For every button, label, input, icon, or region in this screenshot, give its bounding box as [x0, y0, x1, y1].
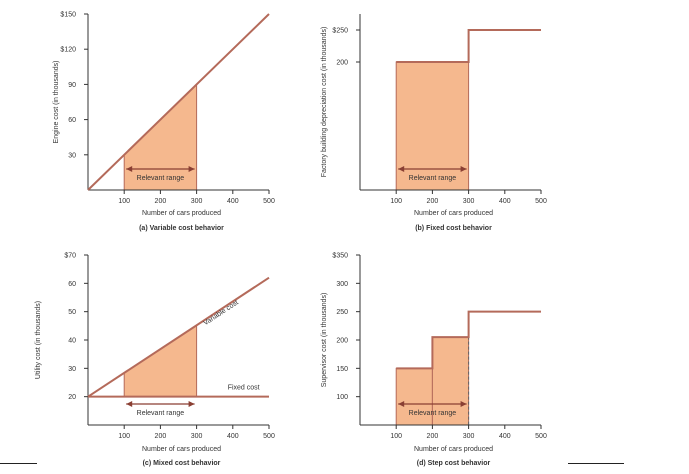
chart-d: 100 200 300 400 500 100 150 200 250 300 $350 Releva… — [321, 253, 547, 468]
arrowhead-right — [460, 166, 467, 172]
y-tick-label: 90 — [68, 82, 76, 89]
y-tick-label: 50 — [68, 309, 76, 316]
x-tick-label: 200 — [427, 433, 439, 440]
chart-caption: (c) Mixed cost behavior — [143, 460, 221, 467]
shaded-area — [395, 61, 470, 191]
series-line-0 — [87, 13, 270, 191]
chart-b: 100 200 300 400 500 200 $250 Relevant range Numb… — [321, 14, 547, 232]
y-tick-label: 200 — [336, 338, 348, 345]
x-tick-label: 500 — [535, 198, 547, 205]
y-axis-label: Factory building depreciation cost (in t… — [321, 27, 328, 178]
arrowhead-right — [460, 401, 467, 407]
shaded-step-1 — [431, 336, 470, 426]
x-tick-label: 100 — [390, 198, 402, 205]
y-tick-label: 30 — [68, 366, 76, 373]
x-tick-label: 400 — [499, 198, 511, 205]
y-tick-label: 60 — [68, 117, 76, 124]
arrowhead-right — [188, 401, 195, 407]
y-tick-label: 150 — [336, 366, 348, 373]
x-tick-label: 300 — [191, 433, 203, 440]
x-tick-label: 500 — [263, 433, 275, 440]
series-line-0 — [396, 310, 541, 370]
annotation-1: Fixed cost — [228, 385, 260, 392]
y-tick-label: $150 — [60, 12, 76, 19]
relevant-range-label: Relevant range — [137, 175, 185, 182]
x-tick-label: 400 — [499, 433, 511, 440]
arrowhead-left — [126, 401, 133, 407]
y-tick-label: $70 — [64, 253, 76, 260]
chart-caption: (a) Variable cost behavior — [139, 225, 224, 232]
y-tick-label: $250 — [332, 28, 348, 35]
x-tick-label: 100 — [390, 433, 402, 440]
chart-c: 100 200 300 400 500 20 30 40 50 60 $70 Relevant ran… — [35, 253, 275, 468]
x-tick-label: 500 — [263, 198, 275, 205]
y-tick-label: 100 — [336, 394, 348, 401]
y-tick-label: $120 — [60, 47, 76, 54]
x-tick-label: 200 — [427, 198, 439, 205]
y-tick-label: 20 — [68, 394, 76, 401]
x-axis-label: Number of cars produced — [142, 210, 221, 217]
relevant-range-label: Relevant range — [137, 410, 185, 417]
series-line-0 — [396, 29, 541, 63]
y-axis-label: Utility cost (in thousands) — [35, 301, 42, 379]
bottom-right-rule — [568, 463, 624, 464]
x-tick-label: 300 — [191, 198, 203, 205]
y-axis-label: Supervisor cost (in thousands) — [321, 293, 328, 388]
relevant-range-label: Relevant range — [409, 175, 457, 182]
chart-caption: (b) Fixed cost behavior — [415, 225, 492, 232]
annotation-0: Variable cost — [203, 299, 240, 327]
y-tick-label: 300 — [336, 281, 348, 288]
arrowhead-left — [126, 166, 133, 172]
series-line-0 — [87, 276, 270, 398]
bottom-left-rule — [0, 463, 37, 464]
x-tick-label: 400 — [227, 198, 239, 205]
x-tick-label: 100 — [118, 433, 130, 440]
arrowhead-left — [398, 166, 405, 172]
y-tick-label: 60 — [68, 281, 76, 288]
y-axis-label: Engine cost (in thousands) — [53, 61, 60, 144]
arrowhead-right — [188, 166, 195, 172]
x-axis-label: Number of cars produced — [142, 446, 221, 453]
arrowhead-left — [398, 401, 405, 407]
y-tick-label: 200 — [336, 60, 348, 67]
y-tick-label: $350 — [332, 253, 348, 260]
y-tick-label: 30 — [68, 152, 76, 159]
relevant-range-label: Relevant range — [409, 410, 457, 417]
x-tick-label: 400 — [227, 433, 239, 440]
x-tick-label: 300 — [463, 433, 475, 440]
x-tick-label: 200 — [155, 198, 167, 205]
x-tick-label: 500 — [535, 433, 547, 440]
chart-caption: (d) Step cost behavior — [417, 460, 491, 467]
x-tick-label: 100 — [118, 198, 130, 205]
x-tick-label: 300 — [463, 198, 475, 205]
y-tick-label: 250 — [336, 309, 348, 316]
y-tick-label: 40 — [68, 338, 76, 345]
shaded-area — [123, 324, 198, 398]
x-tick-label: 200 — [155, 433, 167, 440]
x-axis-label: Number of cars produced — [414, 446, 493, 453]
chart-a: 100 200 300 400 500 30 60 90 $120 $150 Relevant ra… — [53, 12, 275, 233]
x-axis-label: Number of cars produced — [414, 210, 493, 217]
